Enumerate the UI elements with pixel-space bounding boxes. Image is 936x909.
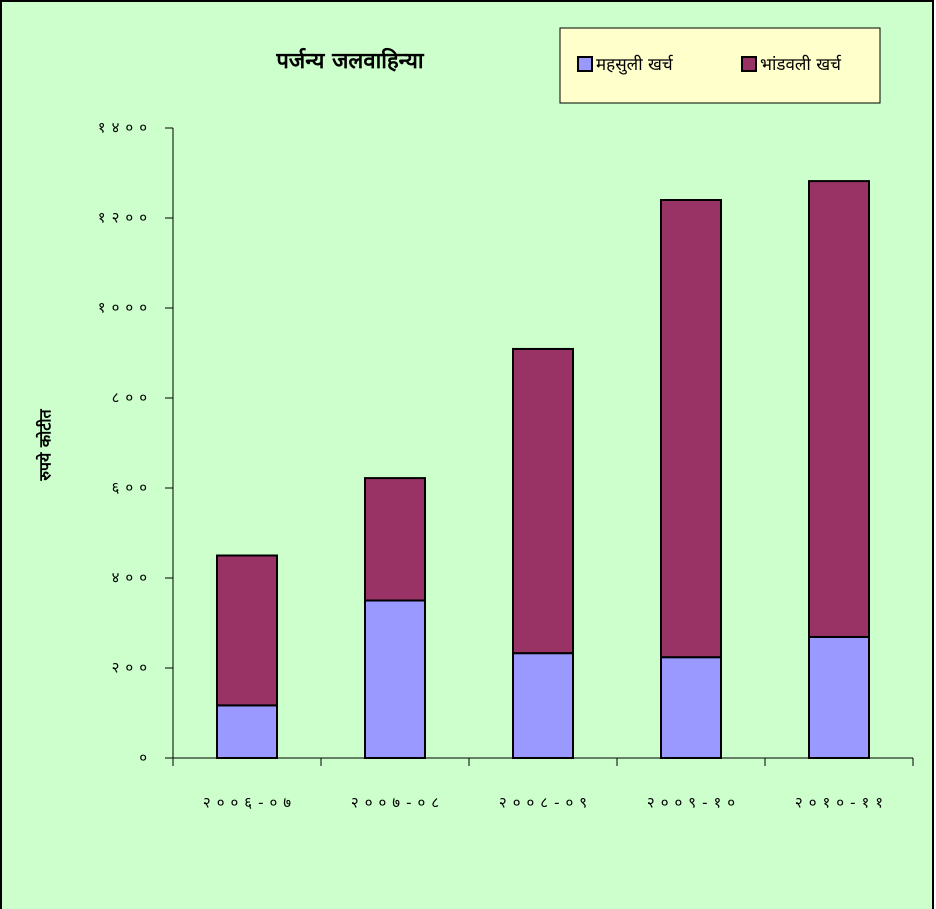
y-tick-label: १४०० [98, 119, 153, 137]
x-tick-label: २००७-०८ [351, 794, 445, 812]
y-tick-label: १२०० [98, 209, 153, 227]
y-axis-label: रुपये कोटीत [36, 408, 55, 481]
bar-segment [364, 599, 426, 759]
bar-segment [808, 180, 870, 638]
legend-swatch [577, 56, 593, 72]
bar-segment [364, 477, 426, 602]
y-tick-label: ४०० [112, 569, 153, 587]
chart-title: पर्जन्य जलवाहिन्या [275, 47, 425, 74]
y-tick-label: ० [139, 749, 153, 767]
bar-segment [216, 554, 278, 707]
bar-segment [512, 652, 574, 760]
x-tick-label: २०१०-११ [795, 794, 889, 812]
x-tick-label: २००९-१० [647, 794, 741, 812]
y-tick-label: २०० [112, 659, 153, 677]
bar-segment [216, 704, 278, 759]
bar-segment [808, 635, 870, 760]
x-tick-label: २००८-०९ [499, 794, 593, 812]
bar-segment [660, 199, 722, 659]
y-tick-label: ८०० [112, 389, 153, 407]
legend-box [559, 27, 881, 104]
legend-swatch [741, 56, 757, 72]
legend-label: भांडवली खर्च [760, 54, 842, 75]
y-tick-label: ६०० [112, 479, 153, 497]
bar-segment [512, 347, 574, 655]
y-tick-label: १००० [98, 299, 153, 317]
legend-label: महसुली खर्च [596, 54, 674, 75]
x-tick-label: २००६-०७ [203, 794, 297, 812]
bar-segment [660, 656, 722, 760]
